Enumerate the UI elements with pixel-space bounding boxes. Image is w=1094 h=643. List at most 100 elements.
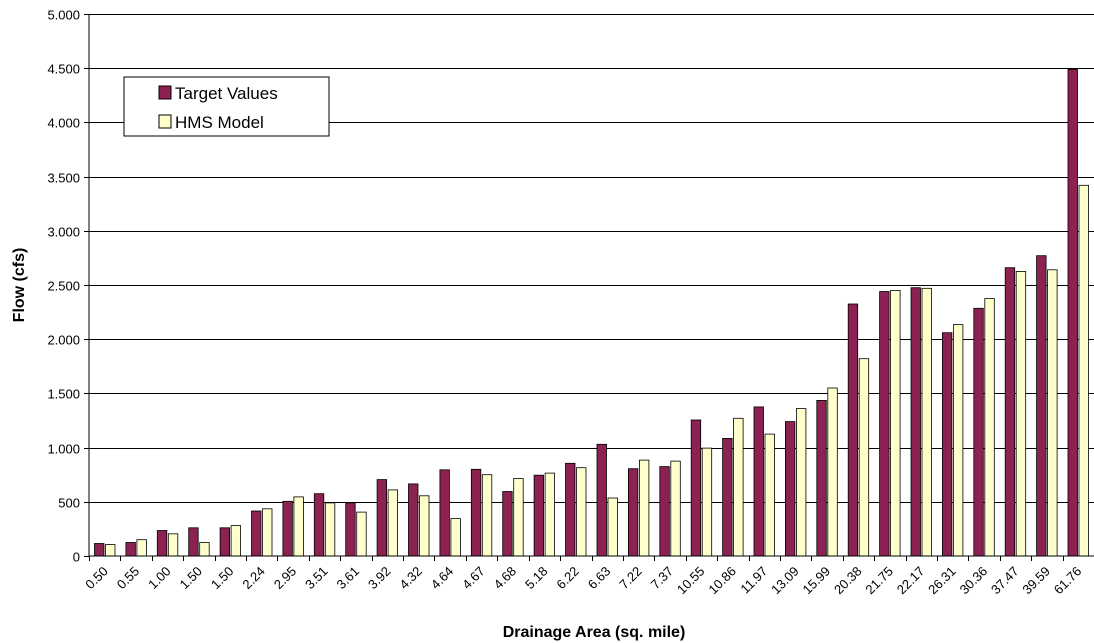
x-tick-label: 61.76 [1051, 564, 1085, 598]
bar-target-values [282, 500, 293, 557]
bar-hms-model [858, 358, 870, 557]
y-tick-label: 1.000 [47, 442, 80, 457]
bar-target-values [847, 303, 859, 557]
x-tick-label: 6.63 [585, 564, 614, 593]
bar-hms-model [796, 408, 807, 557]
legend-label-target-values: Target Values [175, 84, 278, 103]
bar-target-values [313, 493, 325, 557]
bar-hms-model [167, 533, 179, 557]
x-tick-label: 7.22 [616, 564, 645, 593]
bar-target-values [345, 502, 356, 557]
x-axis-title: Drainage Area (sq. mile) [503, 624, 686, 641]
bar-hms-model [356, 511, 367, 557]
bar-hms-model [450, 518, 461, 557]
x-tick-label: 4.67 [459, 564, 488, 593]
bar-target-values [125, 542, 136, 557]
bar-target-values [659, 466, 670, 557]
y-axis-title: Flow (cfs) [11, 248, 28, 323]
bar-target-values [1036, 255, 1047, 557]
x-tick-label: 2.24 [239, 564, 268, 593]
bar-hms-model [764, 433, 775, 557]
y-tick-label: 500 [58, 496, 80, 511]
legend-label-hms-model: HMS Model [175, 113, 264, 132]
bar-hms-model [513, 478, 524, 557]
bar-hms-model [670, 460, 681, 557]
bar-hms-model [1078, 184, 1089, 557]
x-tick-label: 10.55 [674, 564, 708, 598]
x-tick-label: 2.95 [271, 564, 300, 593]
bar-hms-model [1015, 270, 1027, 557]
bar-hms-model [890, 289, 901, 557]
x-tick-label: 1.50 [177, 564, 206, 593]
bar-target-values [188, 527, 199, 557]
x-tick-label: 0.55 [114, 564, 143, 593]
x-tick-label: 21.75 [862, 564, 896, 598]
bar-hms-model [607, 497, 618, 557]
bar-hms-model [105, 544, 116, 557]
bar-hms-model [387, 489, 399, 557]
y-tick-label: 4.000 [47, 116, 80, 131]
x-tick-label: 6.22 [553, 564, 582, 593]
y-tick-label: 5.000 [47, 8, 80, 23]
bar-target-values [251, 510, 262, 557]
x-tick-label: 5.18 [522, 564, 551, 593]
bar-hms-model [639, 459, 650, 557]
x-tick-label: 3.61 [334, 564, 363, 593]
bar-target-values [502, 491, 513, 557]
x-tick-label: 3.51 [302, 564, 331, 593]
bar-target-values [156, 530, 168, 557]
bar-target-values [1067, 68, 1078, 557]
x-tick-label: 4.64 [428, 564, 457, 593]
bar-target-values [879, 291, 890, 557]
bar-hms-model [293, 496, 304, 557]
bar-target-values [219, 527, 231, 557]
bar-hms-model [481, 474, 493, 557]
x-tick-label: 13.09 [768, 564, 802, 598]
bar-target-values [94, 543, 105, 557]
bar-target-values [973, 307, 984, 557]
bar-target-values [722, 437, 733, 557]
x-tick-label: 20.38 [831, 564, 865, 598]
bar-target-values [565, 462, 576, 557]
bar-hms-model [544, 472, 555, 557]
bar-target-values [596, 443, 607, 557]
x-tick-label: 3.92 [365, 564, 394, 593]
bar-hms-model [324, 502, 336, 557]
legend-box [123, 76, 330, 137]
bar-target-values [533, 474, 544, 557]
bar-target-values [408, 483, 419, 557]
bar-target-values [785, 421, 796, 557]
y-tick-label: 0 [73, 550, 80, 565]
bar-target-values [470, 468, 482, 557]
legend-swatch-hms-model [158, 114, 172, 129]
bar-target-values [1004, 267, 1016, 557]
gridlines [89, 14, 1094, 503]
y-tick-label: 1.500 [47, 387, 80, 402]
x-tick-label: 4.68 [491, 564, 520, 593]
y-tick-label: 2.000 [47, 333, 80, 348]
x-tick-label: 4.32 [396, 564, 425, 593]
y-tick-label: 4.500 [47, 62, 80, 77]
bar-target-values [439, 469, 450, 557]
bar-target-values [376, 479, 388, 557]
legend-swatch-target-values [158, 85, 172, 100]
x-tick-label: 10.86 [705, 564, 739, 598]
y-ticks: 0 500 1.000 1.500 2.000 2.500 3.000 3.500 4.000 4… [47, 8, 89, 565]
legend: Target Values HMS Model [123, 76, 330, 137]
y-tick-label: 3.500 [47, 171, 80, 186]
bar-target-values [942, 332, 953, 557]
bar-target-values [690, 419, 702, 557]
x-tick-label: 39.59 [1019, 564, 1053, 598]
bars [94, 68, 1089, 557]
bar-hms-model [230, 525, 242, 557]
bar-hms-model [827, 387, 838, 557]
x-tick-label: 1.50 [208, 564, 237, 593]
x-tick-label: 26.31 [925, 564, 959, 598]
y-tick-label: 3.000 [47, 225, 80, 240]
x-tick-label: 22.17 [894, 564, 928, 598]
bar-hms-model [419, 495, 430, 557]
bar-hms-model [1047, 269, 1058, 557]
bar-hms-model [953, 324, 964, 557]
